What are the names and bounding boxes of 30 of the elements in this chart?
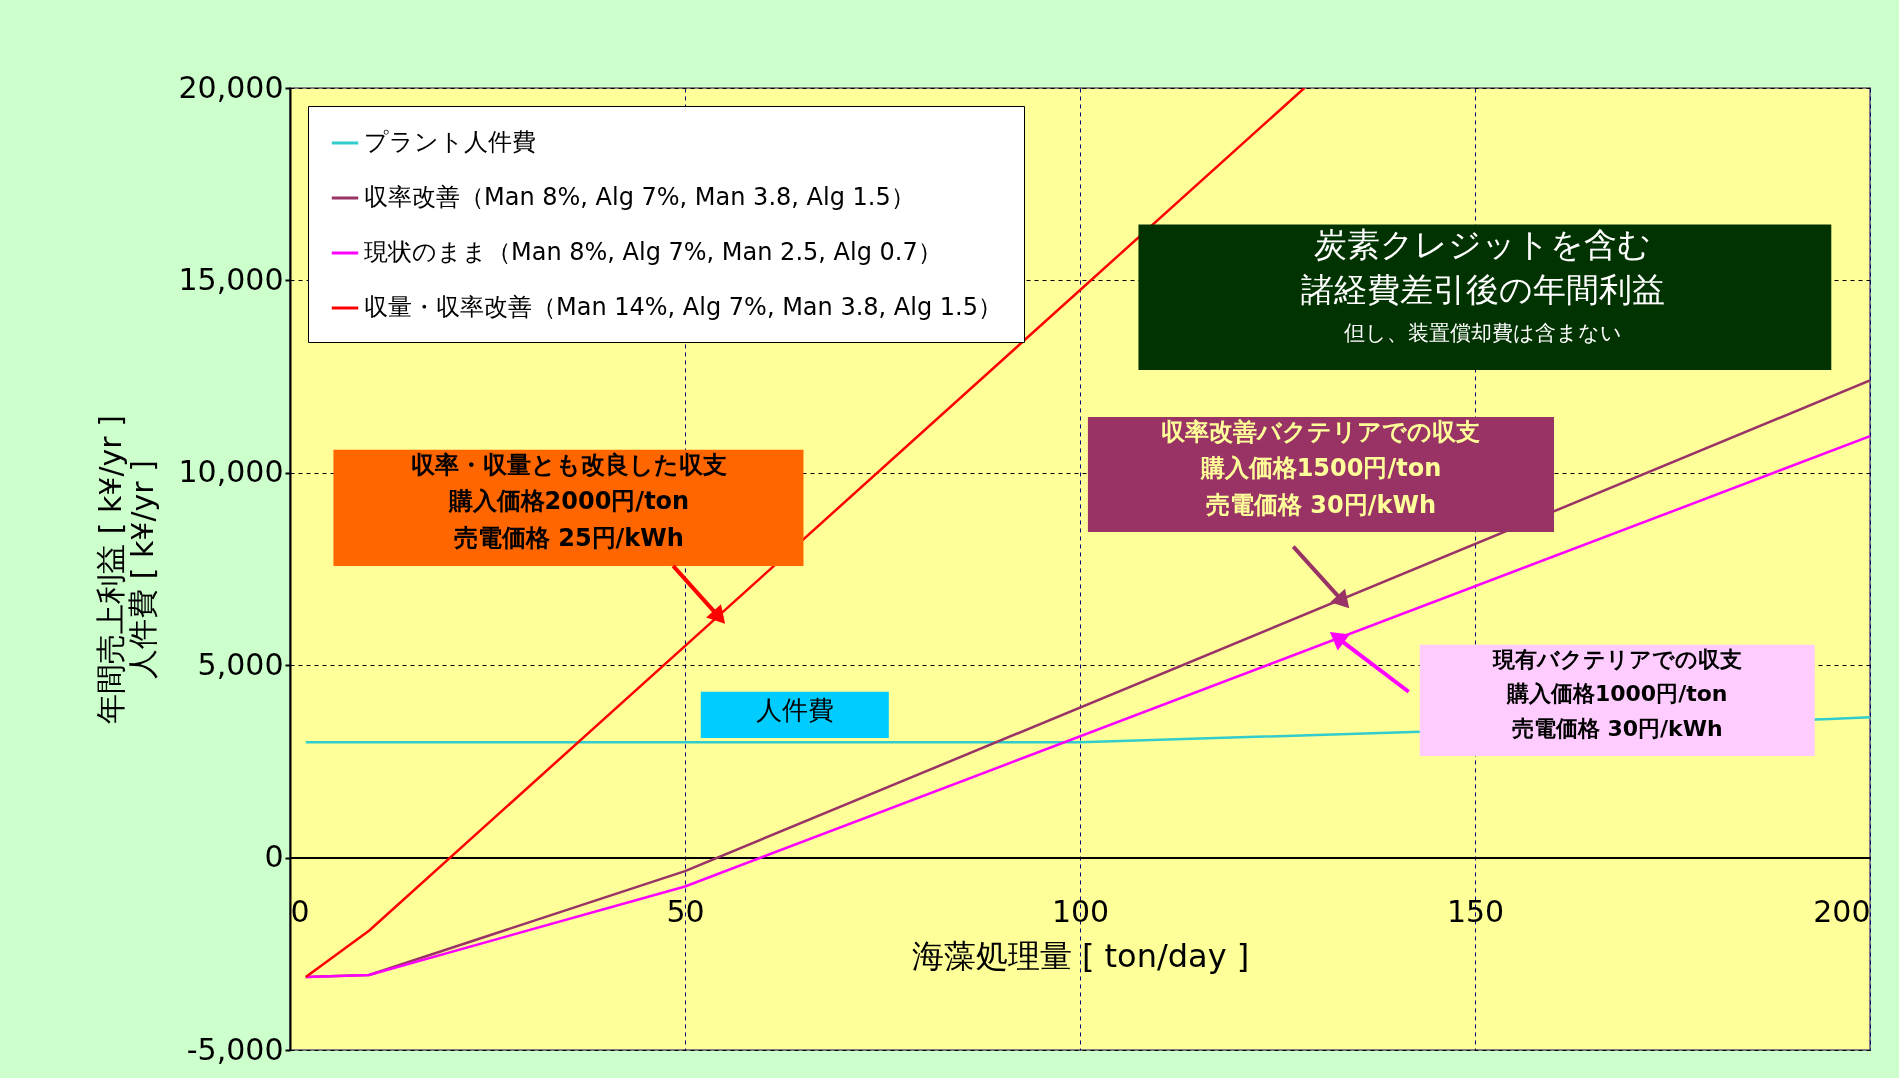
annotation: 諸経費差引後の年間利益 [1300, 269, 1665, 309]
annotation: 炭素クレジットを含む [1314, 225, 1652, 265]
annotation: 但し、装置償却費は含まない [1343, 320, 1622, 345]
y-axis-title: 年間売上利益 [ k¥/yr ] 人件費 [ k¥/yr ] [92, 415, 160, 724]
annotation: 収率・収量とも改良した収支 [410, 450, 727, 479]
legend-label: プラント人件費 [364, 128, 536, 156]
legend-label: 収量・収率改善（Man 14%, Alg 7%, Man 3.8, Alg 1.5） [364, 293, 1002, 321]
x-tick-label: 150 [1446, 894, 1505, 930]
legend-label: 収率改善（Man 8%, Alg 7%, Man 3.8, Alg 1.5） [364, 183, 915, 211]
x-axis-title: 海藻処理量 [ ton/day ] [911, 937, 1250, 976]
y-tick-label: -5,000 [186, 1031, 284, 1067]
x-tick-label: 50 [666, 894, 705, 930]
legend-label: 現状のまま（Man 8%, Alg 7%, Man 2.5, Alg 0.7） [364, 238, 942, 266]
x-tick-label: 200 [1813, 894, 1871, 930]
y-tick-label: 15,000 [178, 261, 284, 297]
annotation: 購入価格2000円/ton [447, 487, 690, 516]
y-tick-label: 0 [264, 839, 284, 875]
y-tick-label: 20,000 [178, 69, 284, 105]
annotation: 売電価格 25円/kWh [453, 523, 684, 552]
y-tick-label: 10,000 [178, 454, 284, 490]
annotation: 現有バクテリアでの収支 [1491, 646, 1742, 672]
x-tick-label: 100 [1051, 894, 1110, 930]
annotation: 収率改善バクテリアでの収支 [1161, 417, 1481, 446]
x-tick-label: 0 [290, 894, 310, 930]
annotation: 売電価格 30円/kWh [1511, 716, 1723, 742]
annotation: 購入価格1000円/ton [1505, 681, 1728, 707]
annotation: 購入価格1500円/ton [1199, 454, 1442, 483]
y-tick-label: 5,000 [197, 646, 284, 682]
annotation: 人件費 [755, 694, 834, 725]
annotation: 売電価格 30円/kWh [1205, 490, 1436, 519]
